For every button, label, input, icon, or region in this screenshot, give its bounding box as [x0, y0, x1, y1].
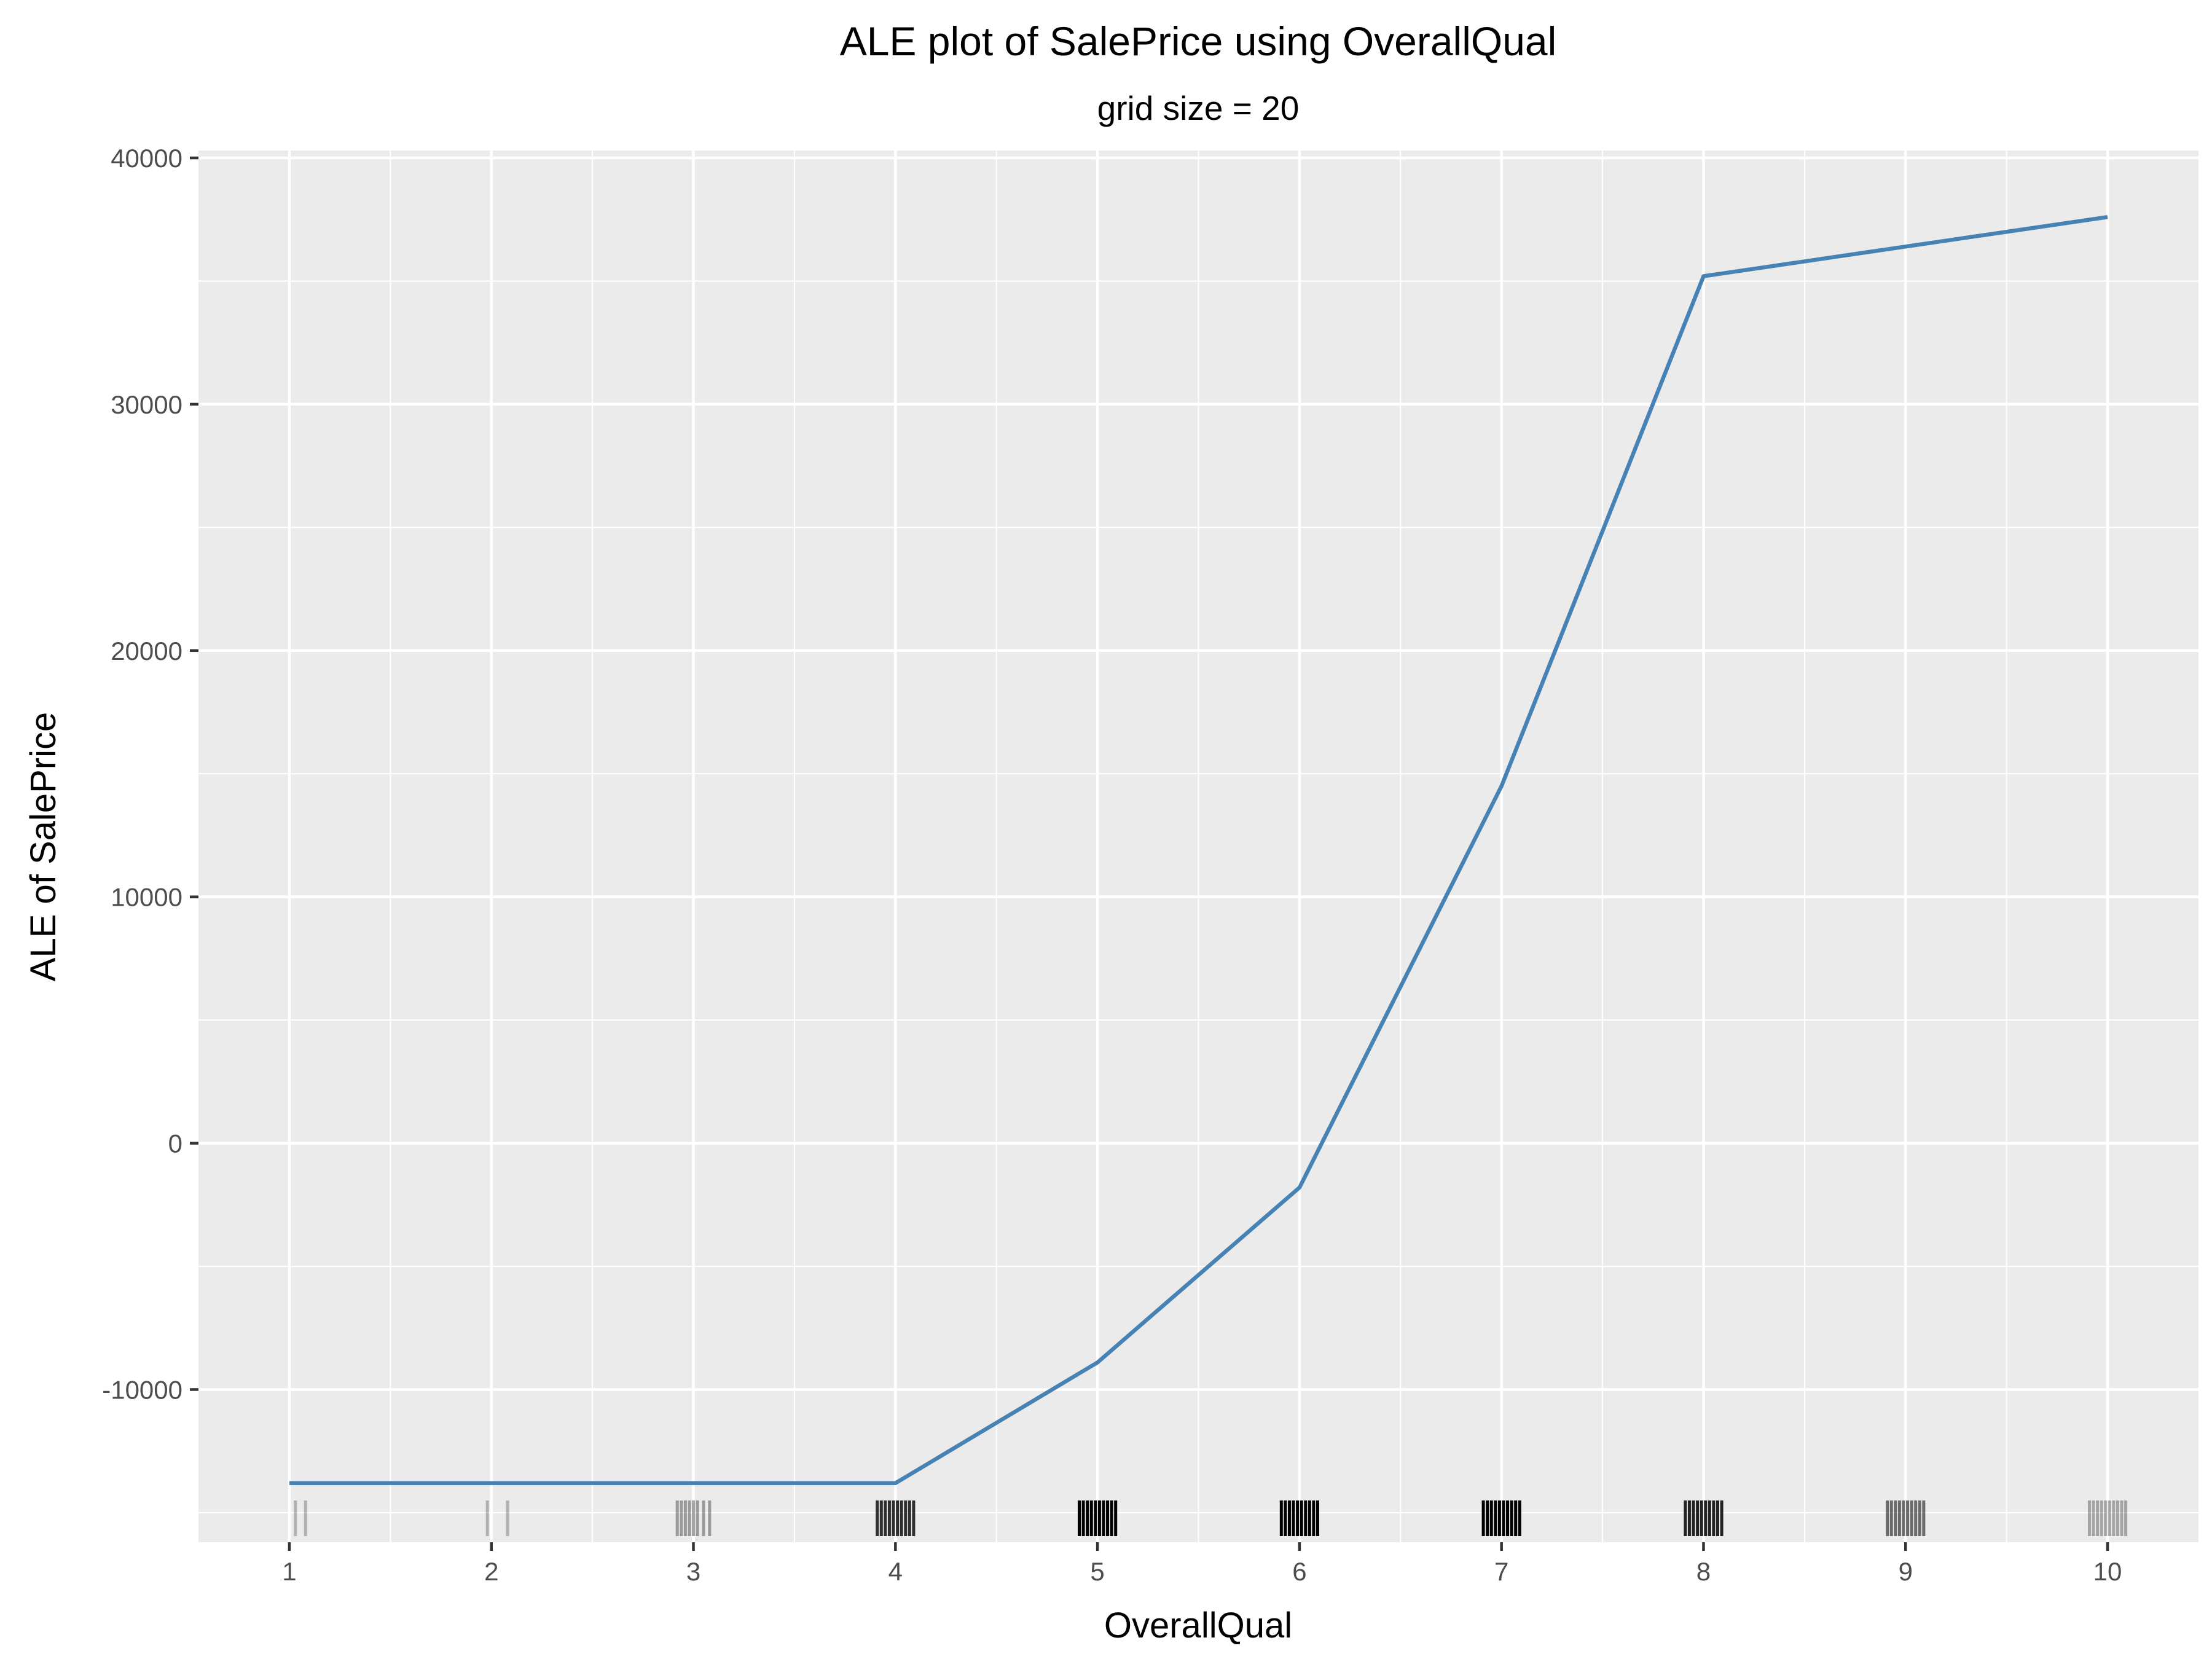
x-tick-label: 2: [484, 1557, 498, 1586]
y-tick-label: 30000: [111, 390, 182, 419]
y-axis: -10000 0 10000 20000 30000 40000: [102, 144, 198, 1404]
x-tick-label: 10: [2093, 1557, 2122, 1586]
x-tick-label: 5: [1090, 1557, 1104, 1586]
y-axis-title: ALE of SalePrice: [23, 712, 63, 981]
y-tick-label: 0: [168, 1129, 182, 1158]
series-line: [289, 214, 2108, 1486]
y-tick-label: 10000: [111, 883, 182, 912]
chart-subtitle: grid size = 20: [1097, 89, 1300, 127]
x-tick-label: 6: [1292, 1557, 1306, 1586]
major-x-gridlines: [288, 151, 2109, 1542]
y-tick-label: 20000: [111, 637, 182, 665]
ale-series: [289, 214, 2108, 1486]
y-tick-label: 40000: [111, 144, 182, 173]
x-axis: 1 2 3 4 5 6 7 8 9 10: [282, 1542, 2122, 1586]
x-tick-label: 9: [1899, 1557, 1913, 1586]
minor-x-gridlines: [390, 151, 2007, 1542]
chart-title: ALE plot of SalePrice using OverallQual: [840, 18, 1557, 64]
x-tick-label: 8: [1696, 1557, 1711, 1586]
x-tick-label: 7: [1494, 1557, 1508, 1586]
x-tick-label: 3: [686, 1557, 700, 1586]
major-y-gridlines: [198, 156, 2198, 1391]
rug-marks: [294, 1500, 2128, 1536]
y-tick-label: -10000: [102, 1375, 182, 1404]
x-tick-label: 4: [888, 1557, 903, 1586]
x-tick-label: 1: [282, 1557, 296, 1586]
x-axis-title: OverallQual: [1104, 1606, 1292, 1645]
